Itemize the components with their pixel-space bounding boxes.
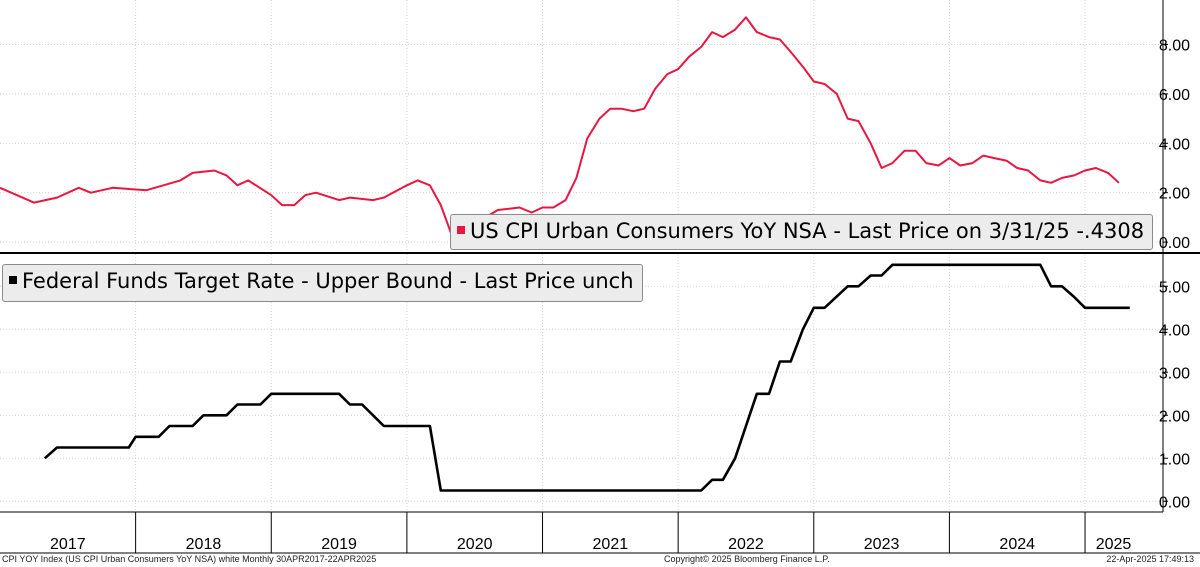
fed-funds-y-tick-label: 1.00 xyxy=(1159,451,1190,468)
cpi-y-tick-label: 2.00 xyxy=(1159,186,1190,203)
cpi-series-line xyxy=(0,16,1120,241)
x-tick-label: 2023 xyxy=(864,536,900,553)
cpi-y-tick-label: 6.00 xyxy=(1159,87,1190,104)
cpi-legend: US CPI Urban Consumers YoY NSA - Last Pr… xyxy=(450,214,1154,250)
fed-funds-legend-label: Federal Funds Target Rate - Upper Bound … xyxy=(22,269,634,293)
fed-funds-y-tick-label: 4.00 xyxy=(1159,322,1190,339)
cpi-legend-label: US CPI Urban Consumers YoY NSA - Last Pr… xyxy=(470,219,1145,243)
cpi-legend-swatch xyxy=(457,226,465,234)
x-tick-label: 2018 xyxy=(186,536,222,553)
cpi-y-tick-label: 4.00 xyxy=(1159,136,1190,153)
x-tick-label: 2025 xyxy=(1096,536,1132,553)
x-tick-label: 2021 xyxy=(593,536,629,553)
x-tick-label: 2019 xyxy=(321,536,357,553)
fed-funds-legend-swatch xyxy=(9,276,17,284)
fed-funds-y-tick-label: 2.00 xyxy=(1159,408,1190,425)
fed-funds-y-tick-label: 0.00 xyxy=(1159,494,1190,511)
cpi-y-tick-label: 8.00 xyxy=(1159,37,1190,54)
fed-funds-y-tick-label: 5.00 xyxy=(1159,279,1190,296)
cpi-y-tick-label: 0.00 xyxy=(1159,235,1190,252)
fed-funds-y-tick-label: 3.00 xyxy=(1159,365,1190,382)
fed-funds-series-line xyxy=(43,263,1130,492)
x-tick-label: 2024 xyxy=(999,536,1035,553)
footer-security-info: CPI YOY Index (US CPI Urban Consumers Yo… xyxy=(2,554,377,564)
footer-copyright: Copyright© 2025 Bloomberg Finance L.P. xyxy=(664,554,830,564)
x-tick-label: 2017 xyxy=(50,536,86,553)
x-tick-label: 2020 xyxy=(457,536,493,553)
x-tick-label: 2022 xyxy=(728,536,764,553)
footer-timestamp: 22-Apr-2025 17:49:13 xyxy=(1106,554,1194,564)
fed-funds-legend: Federal Funds Target Rate - Upper Bound … xyxy=(2,264,643,302)
